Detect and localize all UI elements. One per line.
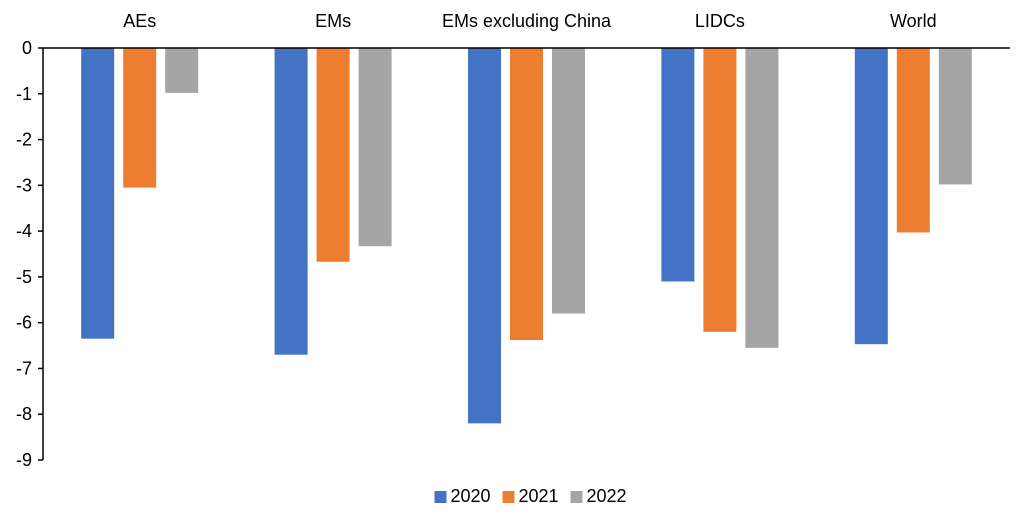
bar-lidcs-2020 [661, 48, 695, 282]
legend-swatch-2022 [570, 491, 583, 503]
bar-ems-excluding-china-2022 [552, 48, 585, 314]
y-tick-label: -8 [16, 404, 32, 424]
bar-aes-2021 [123, 48, 157, 188]
bar-ems-excluding-china-2021 [510, 48, 543, 341]
bar-lidcs-2022 [745, 48, 779, 348]
bar-ems-2022 [358, 48, 392, 247]
legend: 2020 2021 2022 [434, 486, 627, 506]
y-tick-label: -3 [16, 175, 32, 195]
y-tick-label: -6 [16, 313, 32, 333]
category-label: World [890, 11, 937, 31]
bar-ems-excluding-china-2020 [468, 48, 501, 424]
legend-swatch-2021 [502, 491, 515, 503]
y-tick-label: -2 [16, 130, 32, 150]
category-label: LIDCs [695, 11, 745, 31]
category-label: AEs [123, 11, 156, 31]
y-tick-label: -7 [16, 358, 32, 378]
legend-label-2022: 2022 [587, 486, 627, 506]
bar-aes-2020 [81, 48, 115, 339]
bar-world-2022 [938, 48, 972, 185]
bar-lidcs-2021 [703, 48, 737, 332]
bar-world-2020 [854, 48, 888, 345]
legend-swatch-2020 [434, 491, 447, 503]
bar-aes-2022 [165, 48, 199, 93]
axes-layer [38, 47, 1010, 461]
y-tick-label: -5 [16, 267, 32, 287]
y-tick-label: -4 [16, 221, 32, 241]
y-tick-label: -9 [16, 450, 32, 470]
bar-ems-2020 [274, 48, 308, 355]
labels-layer: AEs EMs EMs excluding China LIDCs World 0 -1 -2… [16, 11, 937, 470]
y-tick-label: -1 [16, 84, 32, 104]
y-tick-label: 0 [22, 38, 32, 58]
category-label: EMs excluding China [442, 11, 612, 31]
category-label: EMs [315, 11, 351, 31]
legend-label-2020: 2020 [451, 486, 491, 506]
legend-label-2021: 2021 [519, 486, 559, 506]
bars-layer [81, 48, 972, 424]
bar-world-2021 [896, 48, 930, 233]
bar-ems-2021 [316, 48, 350, 262]
